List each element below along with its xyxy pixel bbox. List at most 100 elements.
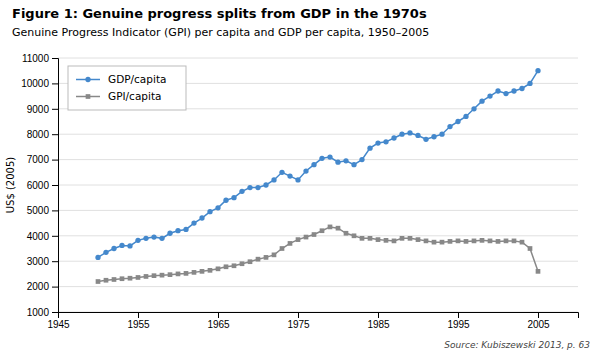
legend: GDP/capita GPI/capita [68,66,186,110]
tick: 4000 [27,231,58,242]
tick-label: 4000 [27,231,50,242]
marker [408,236,413,241]
y-axis-label: US$ (2005) [5,157,16,214]
marker [504,239,509,244]
marker [527,81,532,86]
legend-label: GDP/capita [108,73,166,85]
marker [487,93,492,98]
tick: 1975 [287,312,310,330]
marker [279,170,284,175]
tick-mark [298,312,299,318]
marker [463,114,468,119]
marker [215,205,220,210]
tick: 1955 [127,312,150,330]
marker [288,241,293,246]
marker [183,227,188,232]
tick-label: 1945 [47,319,70,330]
marker [240,261,245,266]
marker [184,271,189,276]
tick-mark [52,109,58,110]
tick-label: 1985 [367,319,390,330]
marker [248,259,253,264]
marker [375,140,380,145]
marker [352,233,357,238]
marker [152,273,157,278]
marker [335,159,340,164]
chart: Figure 1: Genuine progress splits from G… [0,0,600,356]
title: Figure 1: Genuine progress splits from G… [12,6,427,21]
tick-mark [52,210,58,211]
tick-label: 1995 [447,319,470,330]
tick-label: 11000 [22,53,50,64]
marker [144,274,149,279]
marker [480,238,485,243]
marker [136,275,141,280]
tick: 1945 [47,312,70,330]
tick-label: 1000 [27,307,50,318]
marker [511,88,516,93]
grid-line [58,159,578,160]
marker [448,239,453,244]
marker [320,228,325,233]
marker [311,162,316,167]
marker [167,231,172,236]
marker [431,134,436,139]
marker [120,276,125,281]
marker [327,154,332,159]
marker [135,238,140,243]
marker [280,246,285,251]
marker [216,266,221,271]
marker [207,209,212,214]
marker [392,239,397,244]
marker [112,277,117,282]
marker [143,236,148,241]
marker [328,225,333,230]
tick: 1995 [447,312,470,330]
subtitle: Genuine Progress Indicator (GPI) per cap… [12,26,429,39]
marker [223,198,228,203]
marker [95,255,100,260]
tick-mark [52,312,58,313]
tick-mark [52,160,58,161]
marker [160,273,165,278]
marker [127,243,132,248]
marker [464,239,469,244]
marker [312,232,317,237]
marker [439,132,444,137]
tick: 1000 [27,307,58,318]
legend-label: GPI/capita [108,90,161,102]
tick: 6000 [27,180,58,191]
marker [159,236,164,241]
marker [536,269,541,274]
tick-label: 8000 [27,129,50,140]
marker [192,270,197,275]
marker [232,263,237,268]
tick-label: 1975 [287,319,310,330]
marker [471,106,476,111]
marker [336,226,341,231]
tick-mark [52,236,58,237]
legend-marker [85,77,90,82]
marker [231,195,236,200]
tick: 9000 [27,104,58,115]
marker [224,264,229,269]
marker [447,124,452,129]
marker [287,173,292,178]
tick-mark [378,312,379,318]
marker [119,243,124,248]
marker [479,99,484,104]
marker [399,132,404,137]
marker [488,239,493,244]
marker [295,177,300,182]
marker [128,276,133,281]
marker [368,236,373,241]
tick-mark [52,83,58,84]
tick: 1985 [367,312,390,330]
marker [256,257,261,262]
marker [495,88,500,93]
marker [175,228,180,233]
tick: 2000 [27,281,58,292]
grid-line [58,58,578,59]
tick-label: 3000 [27,256,50,267]
marker [391,135,396,140]
